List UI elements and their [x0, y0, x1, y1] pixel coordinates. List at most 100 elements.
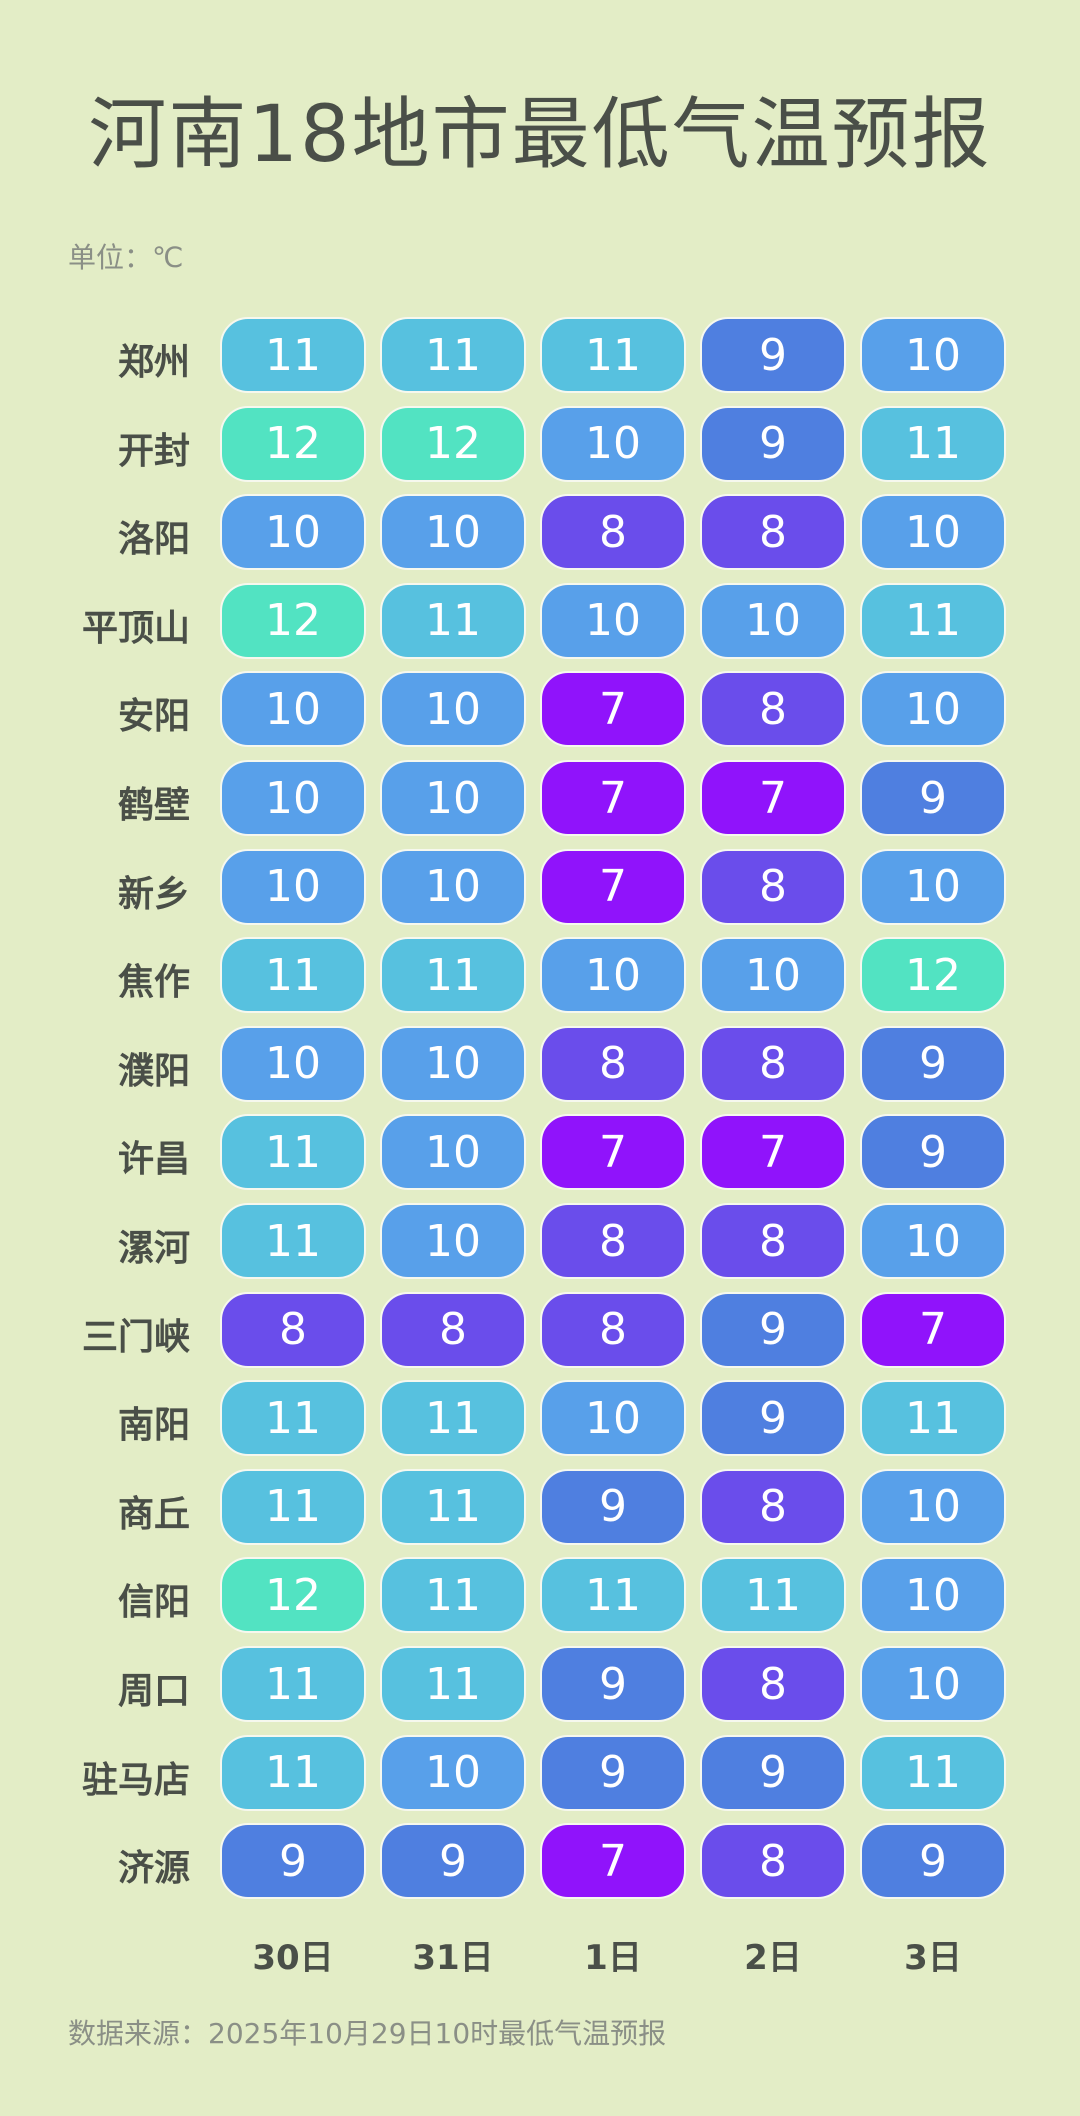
heatmap-cell: 10 — [700, 937, 846, 1014]
heatmap-cell: 11 — [380, 937, 526, 1014]
heatmap-cell: 9 — [700, 1734, 846, 1811]
heatmap-cell: 10 — [380, 671, 526, 748]
heatmap-cell: 10 — [860, 671, 1006, 748]
heatmap-cell: 11 — [380, 582, 526, 659]
heatmap-cell: 11 — [220, 1734, 366, 1811]
heatmap-cell: 10 — [380, 1025, 526, 1102]
heatmap-cell: 11 — [220, 1203, 366, 1279]
heatmap-cell: 10 — [860, 317, 1006, 393]
row-label: 濮阳 — [117, 1050, 190, 1092]
heatmap-cell: 9 — [540, 1646, 686, 1722]
row-label: 焦作 — [117, 962, 190, 1004]
heatmap-cell: 8 — [700, 1823, 846, 1900]
heatmap-cell: 11 — [860, 582, 1006, 659]
heatmap-cell: 7 — [700, 1114, 846, 1191]
heatmap-cell: 8 — [700, 1468, 846, 1545]
heatmap-cell: 11 — [220, 317, 366, 393]
heatmap-cell: 9 — [220, 1823, 366, 1900]
heatmap-cell: 10 — [860, 1468, 1006, 1545]
heatmap-cell: 8 — [700, 1646, 846, 1722]
heatmap-cell: 11 — [540, 1557, 686, 1634]
heatmap-cell: 11 — [220, 937, 366, 1014]
row-label: 新乡 — [117, 873, 190, 915]
heatmap-cell: 11 — [380, 1380, 526, 1457]
heatmap-cell: 10 — [860, 1646, 1006, 1722]
heatmap-cell: 11 — [220, 1114, 366, 1191]
heatmap-cell: 9 — [860, 1114, 1006, 1191]
row-label: 开封 — [117, 430, 190, 472]
heatmap-cell: 10 — [540, 937, 686, 1014]
row-label: 周口 — [117, 1671, 190, 1712]
column-label: 30日 — [252, 1938, 334, 1978]
row-label: 漯河 — [117, 1228, 190, 1269]
heatmap-cell: 9 — [700, 405, 846, 482]
heatmap-cell: 11 — [700, 1557, 846, 1634]
row-label: 鹤壁 — [117, 785, 190, 826]
heatmap-cell: 11 — [380, 317, 526, 393]
heatmap-cell: 10 — [860, 1203, 1006, 1279]
heatmap-cell: 11 — [220, 1646, 366, 1722]
heatmap-cell: 10 — [540, 405, 686, 482]
unit-label: 单位：℃ — [68, 241, 184, 274]
heatmap-cell: 11 — [860, 1734, 1006, 1811]
heatmap-cell: 9 — [860, 1025, 1006, 1102]
row-label: 商丘 — [117, 1493, 190, 1535]
heatmap-cell: 10 — [860, 848, 1006, 925]
column-label: 3日 — [904, 1938, 962, 1978]
heatmap-cell: 11 — [540, 317, 686, 393]
heatmap-cell: 11 — [380, 1468, 526, 1545]
heatmap-cell: 8 — [540, 1291, 686, 1368]
heatmap-cell: 8 — [700, 1203, 846, 1279]
heatmap-cell: 11 — [220, 1468, 366, 1545]
heatmap-cell: 8 — [700, 494, 846, 571]
heatmap-cell: 7 — [540, 760, 686, 836]
row-label: 平顶山 — [81, 607, 190, 649]
heatmap-cell: 9 — [860, 760, 1006, 836]
heatmap-cell: 10 — [700, 582, 846, 659]
heatmap-cell: 10 — [220, 494, 366, 571]
heatmap-cell: 9 — [700, 1380, 846, 1457]
heatmap-cell: 8 — [540, 1025, 686, 1102]
heatmap-cell: 7 — [860, 1291, 1006, 1368]
heatmap-cell: 10 — [380, 494, 526, 571]
row-label: 信阳 — [117, 1582, 190, 1624]
column-label: 1日 — [584, 1938, 642, 1978]
heatmap-cell: 8 — [700, 1025, 846, 1102]
heatmap-cell: 7 — [540, 848, 686, 925]
heatmap-cell: 10 — [380, 1734, 526, 1811]
row-label: 安阳 — [117, 696, 190, 738]
column-label: 31日 — [412, 1938, 494, 1978]
heatmap-cell: 9 — [700, 1291, 846, 1368]
heatmap-cell: 10 — [380, 760, 526, 836]
row-label: 洛阳 — [117, 519, 190, 561]
row-label: 济源 — [117, 1848, 190, 1890]
heatmap-cell: 12 — [860, 937, 1006, 1014]
heatmap-cell: 10 — [540, 582, 686, 659]
heatmap-cell: 10 — [380, 848, 526, 925]
chart-title: 河南18地市最低气温预报 — [88, 90, 992, 180]
heatmap-cell: 8 — [540, 1203, 686, 1279]
heatmap-cell: 11 — [220, 1380, 366, 1457]
heatmap-cell: 9 — [540, 1468, 686, 1545]
heatmap-cell: 10 — [220, 1025, 366, 1102]
row-label: 许昌 — [117, 1139, 190, 1181]
row-label: 南阳 — [117, 1405, 190, 1447]
heatmap-cell: 11 — [860, 405, 1006, 482]
heatmap-cell: 10 — [860, 494, 1006, 571]
heatmap-cell: 8 — [220, 1291, 366, 1368]
heatmap-cell: 7 — [540, 1114, 686, 1191]
row-label: 驻马店 — [81, 1759, 190, 1801]
heatmap-cell: 10 — [220, 848, 366, 925]
heatmap-cell: 9 — [700, 317, 846, 393]
heatmap-cell: 9 — [540, 1734, 686, 1811]
heatmap-cell: 8 — [700, 848, 846, 925]
heatmap-cell: 12 — [220, 582, 366, 659]
heatmap-cell: 10 — [220, 671, 366, 748]
row-label: 郑州 — [117, 342, 190, 383]
heatmap-cell: 12 — [220, 405, 366, 482]
heatmap-cell: 8 — [700, 671, 846, 748]
heatmap-cell: 11 — [380, 1646, 526, 1722]
heatmap-cell: 9 — [860, 1823, 1006, 1900]
heatmap-cell: 10 — [540, 1380, 686, 1457]
